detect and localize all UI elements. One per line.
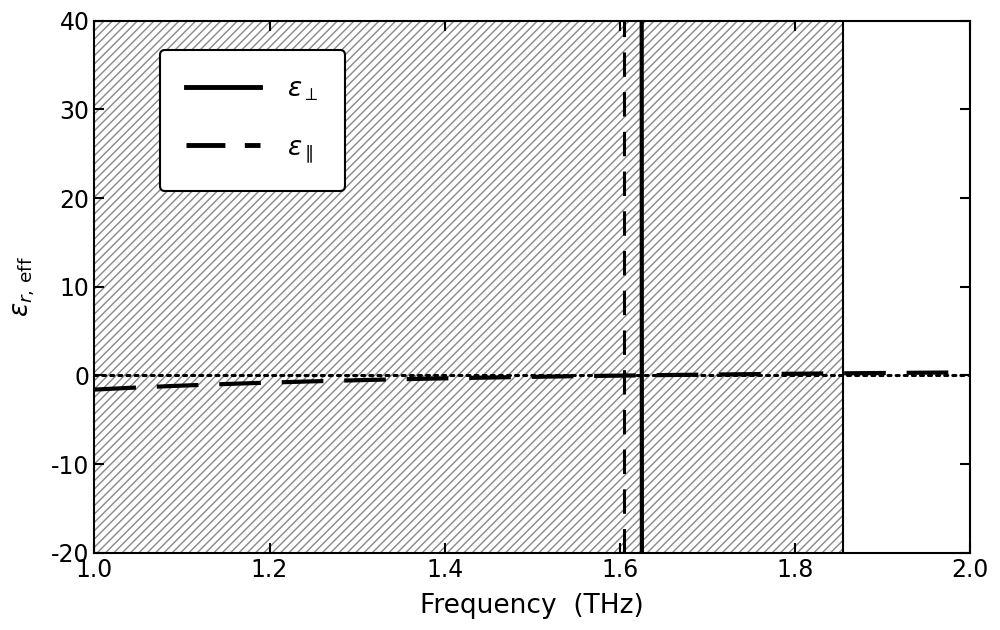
Bar: [843, 21, 970, 553]
Bar: [94, 21, 843, 553]
X-axis label: Frequency  (THz): Frequency (THz): [420, 593, 644, 619]
Y-axis label: $\varepsilon_{r,\,\mathrm{eff}}$: $\varepsilon_{r,\,\mathrm{eff}}$: [11, 256, 37, 318]
Legend: $\varepsilon_{\perp}$, $\varepsilon_{\parallel}$: $\varepsilon_{\perp}$, $\varepsilon_{\pa…: [160, 50, 345, 191]
